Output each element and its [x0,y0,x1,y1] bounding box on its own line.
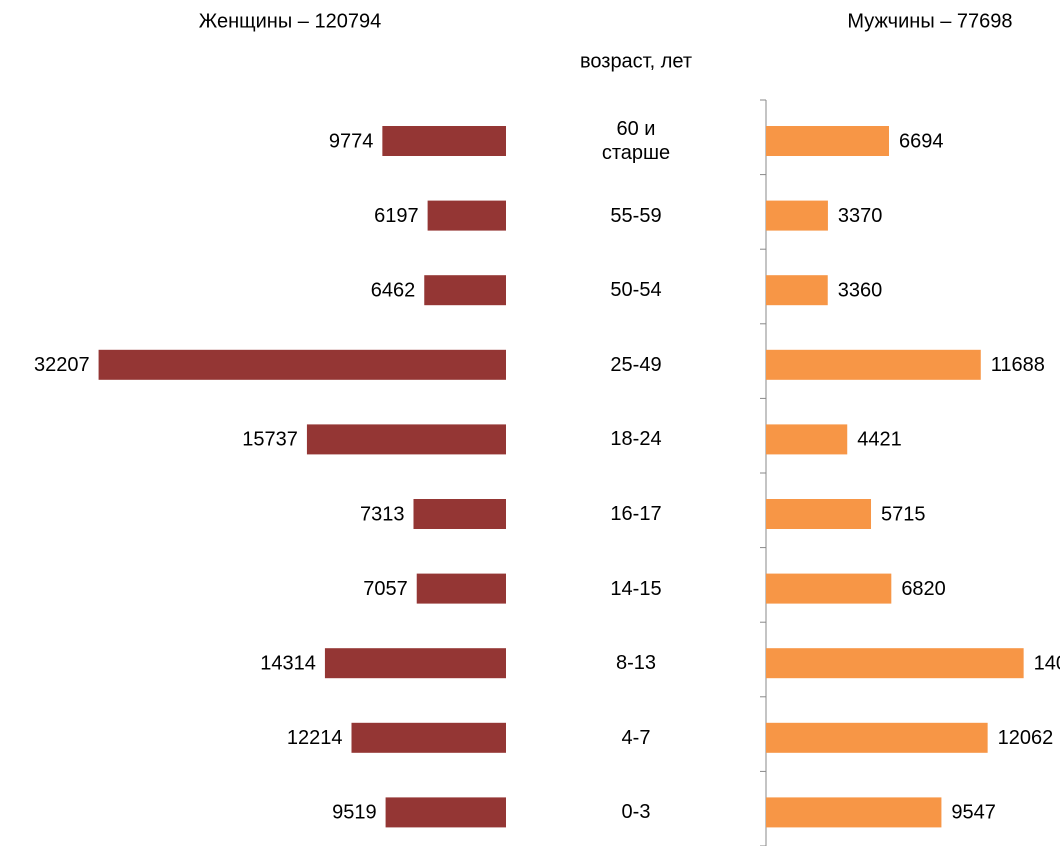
data-label: 3360 [838,279,883,301]
category-label: 0-3 [621,801,651,824]
data-label: 7313 [360,503,405,525]
category-label: 16-17 [610,503,662,525]
data-label: 6820 [901,578,946,600]
category-axis-label: возраст, лет [580,50,692,72]
bar [766,275,828,306]
title-left: Женщины – 120794 [199,10,381,32]
bar [351,722,506,753]
title-right: Мужчины – 77698 [847,10,1012,32]
bar [416,573,506,604]
bar [766,499,872,529]
data-label: 14314 [260,652,316,674]
data-label: 9774 [329,130,374,152]
category-label: 4-7 [621,726,651,749]
bar [766,573,892,604]
data-label: 12214 [287,727,343,749]
category-label: 18-24 [610,428,662,451]
bar [766,722,988,753]
data-label: 6462 [371,279,416,301]
data-label: 12062 [998,727,1054,749]
bar [413,499,506,529]
bar [766,424,848,455]
bar [427,200,506,231]
bar [424,275,506,306]
category-label: 25-49 [610,353,662,376]
data-label: 6694 [899,130,944,152]
data-label: 15737 [242,429,298,451]
data-label: 9519 [332,802,377,824]
bar [766,126,890,156]
data-label: 32207 [34,354,90,376]
category-label: 55-59 [610,204,662,227]
data-label: 7057 [363,578,408,600]
bar [385,797,506,828]
category-label: 50-54 [610,279,662,302]
bar [382,126,506,156]
bar [306,424,506,455]
data-label: 9547 [951,802,996,824]
bar [98,349,506,380]
data-label: 11688 [991,354,1045,376]
bar [766,200,828,231]
data-label: 4421 [857,429,902,451]
bar [766,797,942,828]
category-label: 60 и старше [601,118,671,164]
bar [766,648,1024,679]
category-label: 8-13 [615,652,657,675]
data-label: 14021 [1034,652,1060,674]
bar [766,349,981,380]
data-label: 5715 [881,503,926,525]
bar [324,648,506,679]
data-label: 6197 [374,205,419,227]
category-label: 14-15 [610,577,662,600]
data-label: 3370 [838,205,883,227]
